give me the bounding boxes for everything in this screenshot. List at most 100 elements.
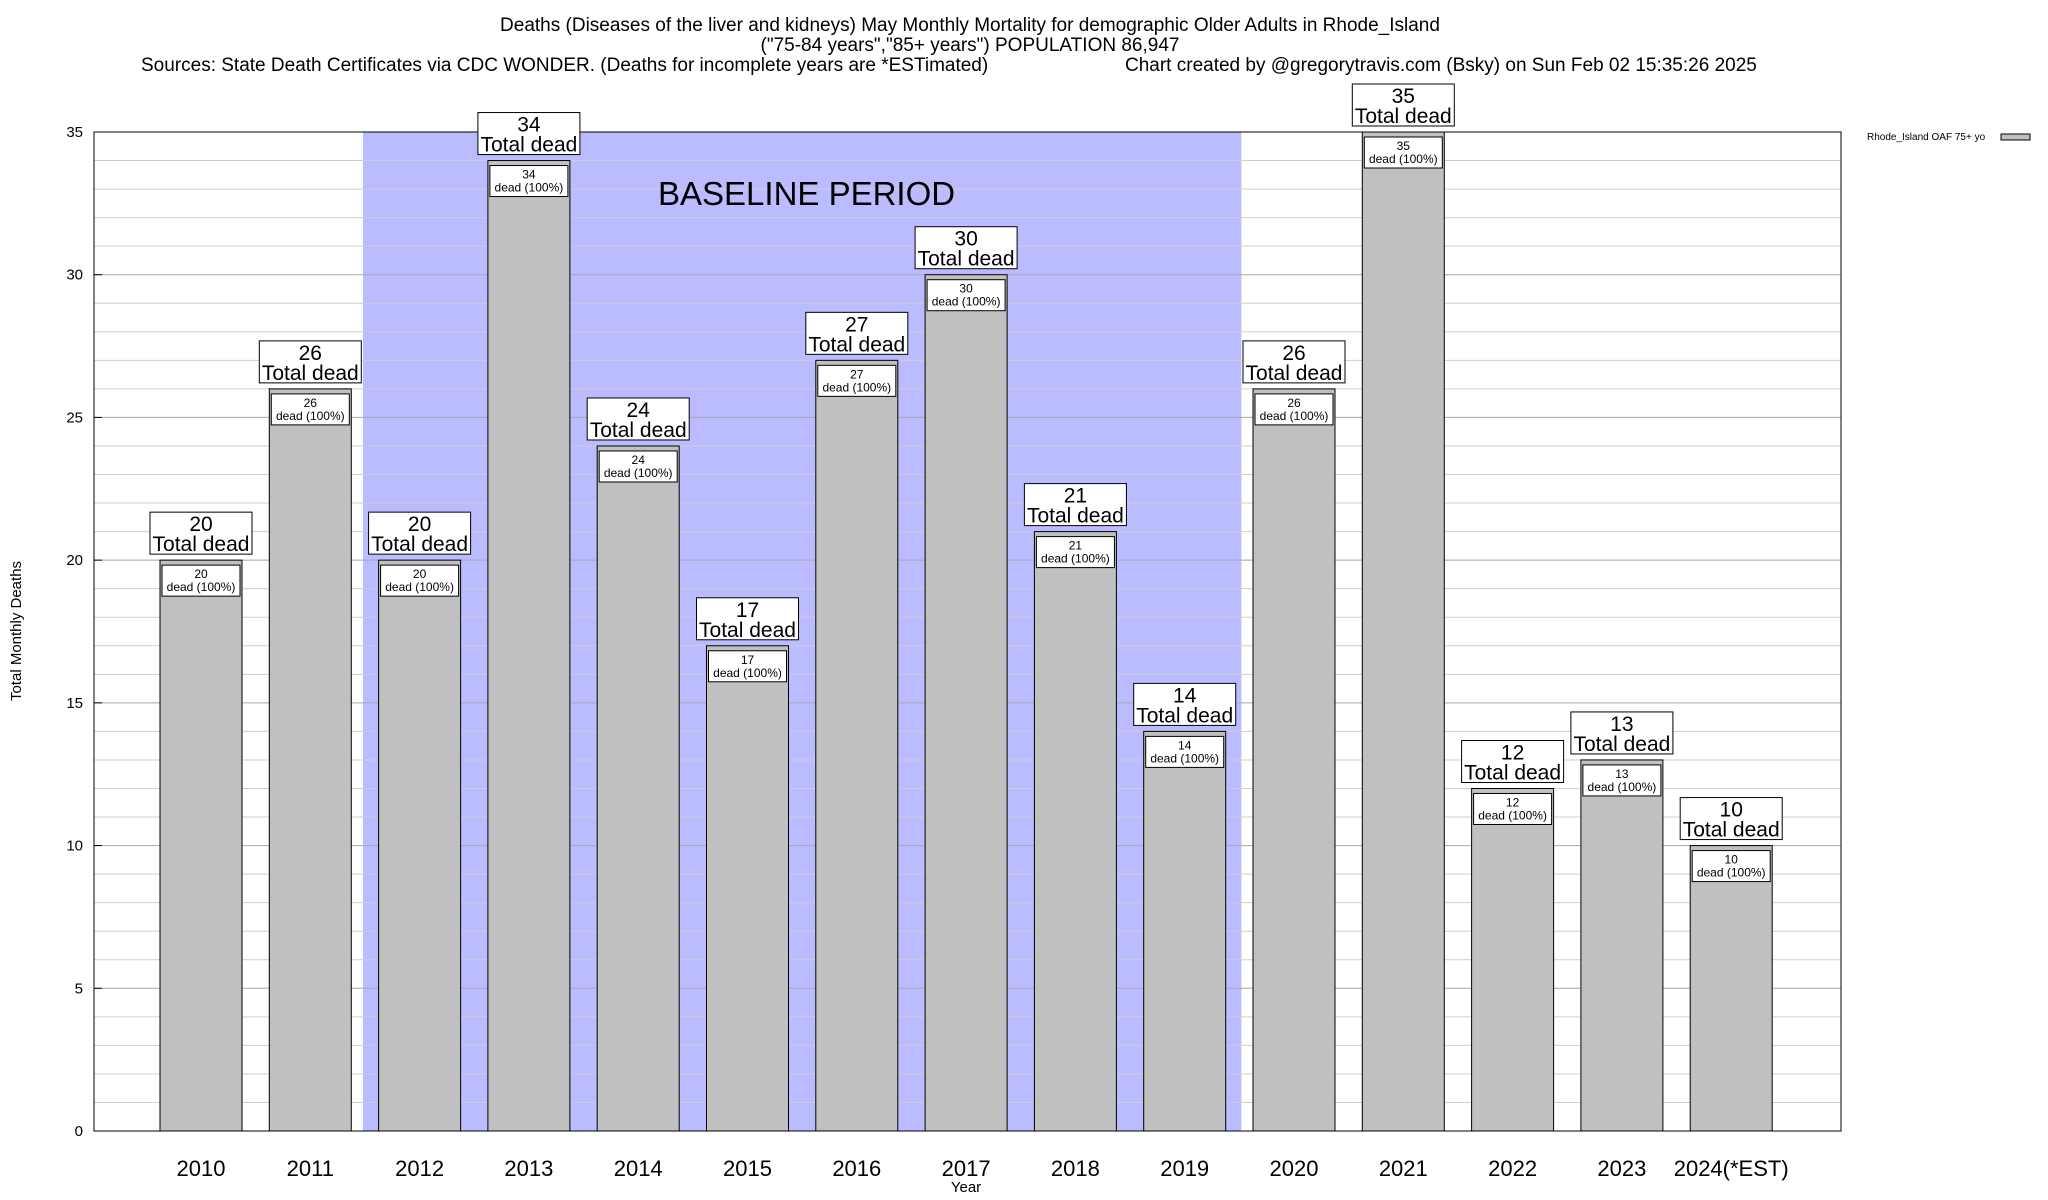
- total-value-label: 35: [1392, 85, 1415, 108]
- total-text-label: Total dead: [153, 533, 250, 556]
- inner-value-label: 30: [959, 282, 973, 296]
- inner-value-label: 34: [522, 168, 536, 182]
- x-tick-label: 2015: [723, 1156, 772, 1181]
- y-tick-label: 20: [66, 552, 83, 569]
- total-text-label: Total dead: [371, 533, 468, 556]
- bar: [1361, 131, 1445, 1132]
- inner-label-box: [270, 393, 350, 426]
- total-value-label: 17: [736, 599, 759, 622]
- inner-percent-label: dead (100%): [1478, 808, 1547, 822]
- bar: [487, 160, 571, 1132]
- bar: [815, 359, 899, 1132]
- bar: [1580, 759, 1664, 1132]
- total-value-label: 26: [1282, 342, 1305, 365]
- x-tick-label: 2016: [832, 1156, 881, 1181]
- inner-value-label: 10: [1725, 853, 1739, 867]
- total-value-label: 21: [1064, 485, 1087, 508]
- total-value-label: 27: [845, 313, 868, 336]
- total-text-label: Total dead: [1683, 819, 1780, 842]
- y-tick-label: 0: [75, 1123, 83, 1140]
- inner-percent-label: dead (100%): [604, 466, 673, 480]
- inner-label-box: [489, 165, 569, 198]
- inner-percent-label: dead (100%): [1588, 780, 1657, 794]
- inner-percent-label: dead (100%): [822, 380, 891, 394]
- x-tick-label: 2017: [942, 1156, 991, 1181]
- bar: [159, 559, 243, 1132]
- inner-value-label: 12: [1506, 795, 1520, 809]
- inner-value-label: 20: [413, 567, 427, 581]
- total-value-label: 20: [408, 513, 431, 536]
- x-tick-label: 2020: [1270, 1156, 1319, 1181]
- total-label-box: [914, 226, 1018, 270]
- x-tick-label: 2013: [504, 1156, 553, 1181]
- x-axis-label: Year: [951, 1179, 981, 1196]
- total-value-label: 26: [299, 342, 322, 365]
- total-value-label: 10: [1720, 799, 1743, 822]
- inner-percent-label: dead (100%): [1150, 751, 1219, 765]
- inner-percent-label: dead (100%): [1041, 552, 1110, 566]
- total-value-label: 34: [517, 114, 541, 137]
- x-tick-label: 2011: [287, 1156, 334, 1181]
- total-value-label: 13: [1610, 713, 1633, 736]
- total-text-label: Total dead: [590, 419, 687, 442]
- inner-label-box: [380, 564, 460, 597]
- x-tick-label: 2024(*EST): [1674, 1156, 1789, 1181]
- total-label-box: [1679, 797, 1783, 841]
- inner-value-label: 26: [1287, 396, 1301, 410]
- bar: [924, 274, 1008, 1132]
- inner-value-label: 27: [850, 367, 864, 381]
- inner-label-box: [1363, 136, 1443, 169]
- inner-label-box: [161, 564, 241, 597]
- y-tick-label: 25: [66, 409, 83, 426]
- total-text-label: Total dead: [699, 619, 796, 642]
- inner-label-box: [817, 364, 897, 397]
- total-label-box: [149, 511, 253, 555]
- x-tick-label: 2010: [177, 1156, 226, 1181]
- y-tick-label: 15: [66, 695, 83, 712]
- inner-value-label: 26: [304, 396, 318, 410]
- total-text-label: Total dead: [1464, 761, 1561, 784]
- bar: [1143, 730, 1227, 1132]
- chart-title: Deaths (Diseases of the liver and kidney…: [500, 15, 1440, 36]
- total-label-box: [477, 112, 581, 156]
- total-label-box: [368, 511, 472, 555]
- inner-label-box: [708, 650, 787, 683]
- legend: Rhode_Island OAF 75+ yo: [1867, 132, 2031, 143]
- inner-percent-label: dead (100%): [1369, 152, 1438, 166]
- total-text-label: Total dead: [1573, 733, 1670, 756]
- total-value-label: 14: [1173, 684, 1197, 707]
- inner-label-box: [1254, 393, 1334, 426]
- x-tick-label: 2021: [1379, 1156, 1428, 1181]
- total-label-box: [696, 597, 799, 641]
- inner-label-box: [598, 450, 678, 483]
- total-label-box: [1242, 340, 1346, 384]
- total-text-label: Total dead: [480, 134, 577, 157]
- inner-value-label: 20: [194, 567, 208, 581]
- chart-source: Sources: State Death Certificates via CD…: [141, 55, 988, 76]
- inner-percent-label: dead (100%): [1697, 866, 1766, 880]
- chart-subtitle: ("75-84 years","85+ years") POPULATION 8…: [761, 35, 1180, 56]
- y-tick-label: 5: [75, 980, 83, 997]
- total-label-box: [258, 340, 362, 384]
- x-tick-label: 2023: [1597, 1156, 1646, 1181]
- total-label-box: [586, 397, 690, 441]
- legend-label: Rhode_Island OAF 75+ yo: [1867, 132, 1986, 143]
- x-tick-label: 2022: [1488, 1156, 1537, 1181]
- legend-swatch: [2000, 133, 2031, 141]
- baseline-label: BASELINE PERIOD: [658, 175, 955, 212]
- inner-percent-label: dead (100%): [713, 666, 782, 680]
- total-text-label: Total dead: [1027, 505, 1124, 528]
- x-tick-label: 2012: [395, 1156, 444, 1181]
- inner-label-box: [1035, 536, 1115, 569]
- inner-label-box: [1582, 764, 1662, 797]
- total-value-label: 24: [627, 399, 651, 422]
- bar: [596, 445, 680, 1132]
- bar: [1689, 845, 1773, 1132]
- inner-percent-label: dead (100%): [1260, 409, 1329, 423]
- total-value-label: 30: [954, 228, 977, 251]
- total-text-label: Total dead: [808, 333, 905, 356]
- inner-value-label: 35: [1397, 139, 1411, 153]
- chart-credit: Chart created by @gregorytravis.com (Bsk…: [1125, 55, 1757, 76]
- total-label-box: [1133, 682, 1237, 726]
